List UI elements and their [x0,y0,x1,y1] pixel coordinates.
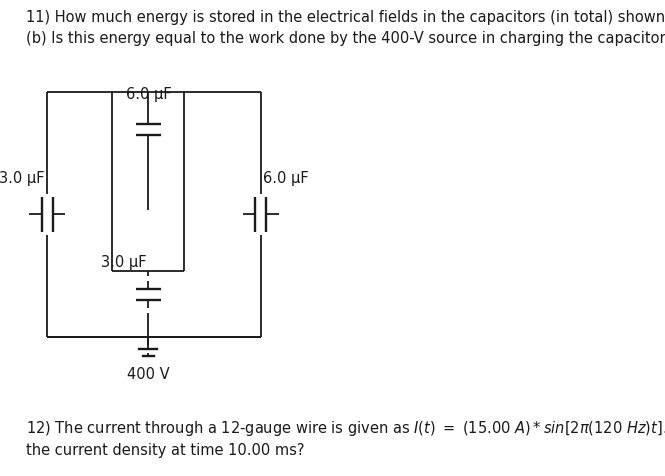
Text: the current density at time 10.00 ms?: the current density at time 10.00 ms? [26,443,305,457]
Text: 6.0 μF: 6.0 μF [263,171,309,186]
Text: 12) The current through a 12-gauge wire is given as $I(t)$ $=$ $(15.00\ A)*sin[2: 12) The current through a 12-gauge wire … [26,419,665,438]
Text: 6.0 μF: 6.0 μF [126,87,171,101]
Text: 3.0 μF: 3.0 μF [0,171,45,186]
Text: 11) How much energy is stored in the electrical fields in the capacitors (in tot: 11) How much energy is stored in the ele… [26,10,665,25]
Text: (b) Is this energy equal to the work done by the 400-V source in charging the ca: (b) Is this energy equal to the work don… [26,31,665,46]
Text: 3.0 μF: 3.0 μF [100,255,146,269]
Text: 400 V: 400 V [127,367,170,382]
